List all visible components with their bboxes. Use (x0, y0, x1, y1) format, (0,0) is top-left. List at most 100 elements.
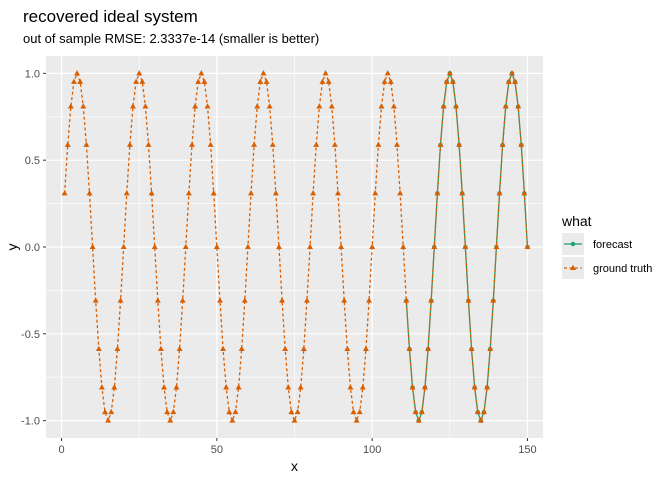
legend-marker (570, 264, 576, 270)
data-point (294, 408, 301, 415)
data-point (347, 384, 354, 390)
data-point (344, 345, 351, 352)
data-point (303, 297, 310, 303)
data-point (437, 141, 444, 147)
legend: what forecast ground truth (561, 213, 652, 279)
data-point (456, 141, 463, 147)
data-point (61, 190, 68, 196)
data-point (403, 297, 410, 303)
data-point (328, 103, 335, 109)
data-point (77, 78, 84, 84)
data-point (102, 408, 108, 415)
data-point (123, 190, 130, 196)
data-point (282, 345, 289, 352)
data-point (248, 190, 254, 196)
data-point (120, 243, 127, 249)
data-point (201, 78, 208, 84)
data-point (192, 103, 199, 109)
data-point (325, 78, 332, 84)
data-point (446, 70, 453, 76)
data-point (213, 243, 220, 249)
data-point (80, 103, 87, 109)
data-point (462, 243, 469, 249)
data-point (164, 408, 171, 415)
data-point (307, 243, 314, 249)
data-point (496, 190, 503, 196)
data-point (167, 417, 174, 423)
x-tick-label: 0 (58, 444, 64, 456)
data-point (229, 417, 236, 423)
data-point (95, 345, 102, 352)
data-point (133, 78, 140, 84)
data-point (369, 243, 376, 249)
data-point (338, 243, 345, 249)
series-layer (61, 70, 531, 423)
data-point (474, 408, 481, 415)
data-point (126, 141, 133, 147)
data-point (331, 141, 338, 147)
data-point (394, 141, 400, 147)
data-point (512, 78, 519, 84)
data-point (260, 70, 267, 76)
data-point (189, 141, 195, 147)
data-point (297, 384, 304, 390)
data-point (70, 78, 77, 84)
data-point (322, 70, 329, 76)
data-point (220, 345, 227, 352)
data-point (142, 103, 149, 109)
data-point (487, 345, 494, 352)
data-point (505, 78, 512, 84)
data-point (108, 408, 115, 415)
data-point (453, 103, 459, 109)
data-point (409, 384, 416, 390)
data-point (418, 408, 425, 415)
data-point (508, 70, 515, 76)
data-point (173, 384, 180, 390)
data-point (350, 408, 357, 415)
y-tick-label: -0.5 (21, 329, 40, 341)
data-point (151, 243, 158, 249)
data-point (266, 103, 273, 109)
y-tick-label: 1.0 (25, 68, 40, 80)
data-point (216, 297, 223, 303)
data-point (381, 78, 388, 84)
data-point (310, 190, 317, 196)
data-point (279, 297, 286, 303)
data-point (425, 345, 432, 352)
legend-marker (570, 241, 576, 247)
data-point (387, 78, 394, 84)
data-point (362, 345, 369, 352)
x-tick-label: 100 (363, 444, 381, 456)
data-point (378, 103, 385, 109)
data-point (397, 190, 404, 196)
data-point (98, 384, 105, 390)
data-point (471, 384, 478, 390)
data-point (145, 141, 152, 147)
data-point (136, 70, 143, 76)
data-point (179, 297, 186, 303)
data-point (170, 408, 177, 415)
data-point (465, 297, 472, 303)
data-point (67, 103, 74, 109)
data-point (176, 345, 183, 352)
data-point (92, 297, 99, 303)
legend-item: forecast (562, 233, 632, 255)
data-point (428, 297, 435, 303)
y-tick-label: -1.0 (21, 416, 40, 428)
data-point (185, 190, 192, 196)
data-point (316, 103, 323, 109)
data-point (515, 103, 522, 109)
data-point (434, 190, 441, 196)
data-point (285, 384, 292, 390)
data-point (269, 141, 276, 147)
data-point (518, 141, 525, 147)
data-point (223, 384, 230, 390)
data-point (490, 297, 497, 303)
data-point (64, 141, 71, 147)
data-point (400, 243, 407, 249)
data-point (440, 103, 447, 109)
data-point (359, 384, 366, 390)
data-point (204, 103, 211, 109)
data-point (157, 345, 164, 352)
